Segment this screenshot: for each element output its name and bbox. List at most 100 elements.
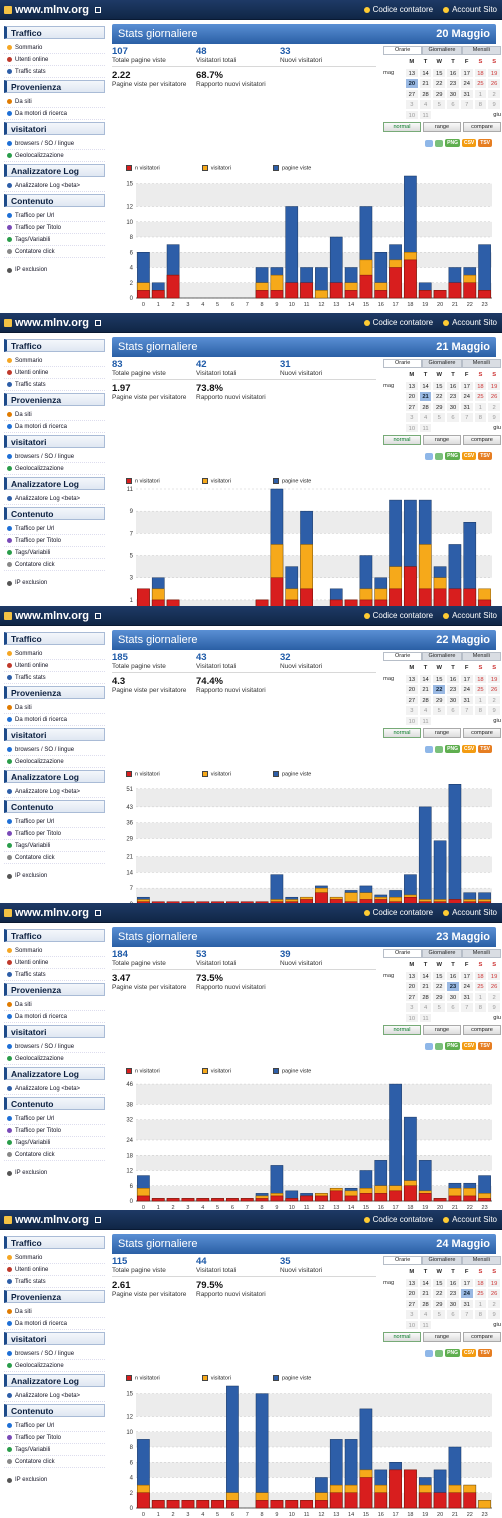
external-link-icon[interactable] <box>94 909 101 916</box>
calendar-day[interactable]: 29 <box>432 694 447 705</box>
calendar-day[interactable]: 4 <box>418 412 433 423</box>
calendar-day[interactable]: 21 <box>418 1288 433 1299</box>
calendar-day[interactable]: 28 <box>418 694 433 705</box>
calendar-day[interactable]: 22 <box>432 1288 447 1299</box>
ip-exclusion-link[interactable]: IP exclusion <box>4 1474 105 1486</box>
calendar-day[interactable]: 19 <box>487 673 501 684</box>
calendar-day[interactable]: 8 <box>473 1002 488 1013</box>
calendar-day[interactable]: 23 <box>446 78 460 89</box>
ip-exclusion-link[interactable]: IP exclusion <box>4 577 105 589</box>
calendar-day[interactable]: 31 <box>459 401 474 412</box>
line-chart-icon[interactable] <box>435 1042 444 1050</box>
calendar-day[interactable]: 30 <box>446 991 460 1002</box>
calendar-day[interactable]: 22 <box>432 391 447 402</box>
sidebar-item[interactable]: Sommario <box>4 945 105 957</box>
calendar-day[interactable]: 6 <box>446 1309 460 1320</box>
calendar-day[interactable]: 7 <box>459 412 474 423</box>
bar-chart-icon[interactable] <box>425 139 434 147</box>
calendar-day[interactable]: 5 <box>432 99 447 110</box>
sidebar-item[interactable]: Da siti <box>4 1306 105 1318</box>
calendar-day[interactable]: 18 <box>473 380 488 391</box>
sidebar-item[interactable]: Traffic stats <box>4 66 105 78</box>
codice-contatore-link[interactable]: Codice contatore <box>359 318 438 327</box>
sidebar-item[interactable]: Sommario <box>4 648 105 660</box>
calendar-normal-button[interactable]: normal <box>383 122 421 132</box>
calendar-day[interactable]: 13 <box>405 67 419 78</box>
sidebar-item[interactable]: browsers / SO / lingue <box>4 744 105 756</box>
sidebar-item[interactable]: Tags/Variabili <box>4 547 105 559</box>
calendar-day[interactable]: 11 <box>418 715 433 726</box>
account-sito-link[interactable]: Account Sito <box>438 318 502 327</box>
calendar-day[interactable]: 11 <box>418 422 433 433</box>
calendar-day[interactable]: 3 <box>405 1309 419 1320</box>
calendar-day[interactable]: 23 <box>446 684 460 695</box>
calendar-day[interactable]: 19 <box>487 67 501 78</box>
calendar-tab[interactable]: Mensili <box>461 949 501 958</box>
sidebar-item[interactable]: Geolocalizzazione <box>4 1053 105 1065</box>
calendar-compare-button[interactable]: compare <box>463 1025 501 1035</box>
codice-contatore-link[interactable]: Codice contatore <box>359 908 438 917</box>
calendar-range-button[interactable]: range <box>423 1332 461 1342</box>
calendar-range-button[interactable]: range <box>423 122 461 132</box>
calendar-day[interactable]: 22 <box>432 981 447 992</box>
calendar-day[interactable]: 26 <box>487 1288 501 1299</box>
calendar-day[interactable]: 9 <box>487 1309 501 1320</box>
calendar-compare-button[interactable]: compare <box>463 728 501 738</box>
calendar-day[interactable]: 3 <box>405 705 419 716</box>
calendar-day[interactable]: 24 <box>459 684 474 695</box>
export-png-button[interactable]: PNG <box>445 1042 460 1050</box>
export-tsv-button[interactable]: TSV <box>478 452 492 460</box>
calendar-tab[interactable]: Orarie <box>383 949 423 958</box>
calendar-day[interactable]: 6 <box>446 412 460 423</box>
export-png-button[interactable]: PNG <box>445 1349 460 1357</box>
calendar-day[interactable]: 10 <box>405 109 419 120</box>
export-tsv-button[interactable]: TSV <box>478 1349 492 1357</box>
calendar-day[interactable]: 2 <box>487 1298 501 1309</box>
sidebar-item[interactable]: Utenti online <box>4 957 105 969</box>
calendar-day[interactable]: 19 <box>487 380 501 391</box>
sidebar-item[interactable]: Contatore click <box>4 1149 105 1161</box>
calendar-day[interactable]: 17 <box>459 380 474 391</box>
sidebar-item[interactable]: Contatore click <box>4 852 105 864</box>
calendar-day[interactable]: 24 <box>459 391 474 402</box>
export-png-button[interactable]: PNG <box>445 452 460 460</box>
sidebar-item[interactable]: browsers / SO / lingue <box>4 1348 105 1360</box>
bar-chart-icon[interactable] <box>425 452 434 460</box>
sidebar-item[interactable]: Utenti online <box>4 1264 105 1276</box>
calendar-day[interactable]: 8 <box>473 705 488 716</box>
calendar-day[interactable]: 14 <box>418 970 433 981</box>
calendar-day[interactable]: 17 <box>459 673 474 684</box>
calendar-day[interactable]: 27 <box>405 694 419 705</box>
calendar-compare-button[interactable]: compare <box>463 122 501 132</box>
calendar-day[interactable]: 9 <box>487 705 501 716</box>
codice-contatore-link[interactable]: Codice contatore <box>359 611 438 620</box>
sidebar-item[interactable]: Da siti <box>4 409 105 421</box>
calendar-day[interactable]: 3 <box>405 1002 419 1013</box>
sidebar-item[interactable]: Contatore click <box>4 559 105 571</box>
calendar-day[interactable]: 17 <box>459 1277 474 1288</box>
sidebar-item[interactable]: browsers / SO / lingue <box>4 451 105 463</box>
calendar-day[interactable]: 15 <box>432 380 447 391</box>
calendar-day[interactable]: 14 <box>418 380 433 391</box>
sidebar-item[interactable]: Da siti <box>4 999 105 1011</box>
calendar-day[interactable]: 4 <box>418 1309 433 1320</box>
account-sito-link[interactable]: Account Sito <box>438 908 502 917</box>
calendar-day[interactable]: 30 <box>446 88 460 99</box>
calendar-day[interactable]: 16 <box>446 67 460 78</box>
sidebar-item[interactable]: Tags/Variabili <box>4 1137 105 1149</box>
calendar-range-button[interactable]: range <box>423 435 461 445</box>
calendar-day[interactable]: 8 <box>473 99 488 110</box>
sidebar-item[interactable]: Da motori di ricerca <box>4 1318 105 1330</box>
calendar-normal-button[interactable]: normal <box>383 435 421 445</box>
ip-exclusion-link[interactable]: IP exclusion <box>4 870 105 882</box>
calendar-tab[interactable]: Giornaliere <box>422 949 462 958</box>
calendar-day[interactable]: 21 <box>418 391 433 402</box>
sidebar-item[interactable]: Analizzatore Log <beta> <box>4 1083 105 1095</box>
sidebar-item[interactable]: Sommario <box>4 355 105 367</box>
sidebar-item[interactable]: Traffico per Titolo <box>4 1432 105 1444</box>
calendar-day[interactable]: 6 <box>446 705 460 716</box>
calendar-day[interactable]: 13 <box>405 673 419 684</box>
calendar-tab[interactable]: Mensili <box>461 1256 501 1265</box>
bar-chart-icon[interactable] <box>425 1349 434 1357</box>
calendar-tab[interactable]: Mensili <box>461 359 501 368</box>
